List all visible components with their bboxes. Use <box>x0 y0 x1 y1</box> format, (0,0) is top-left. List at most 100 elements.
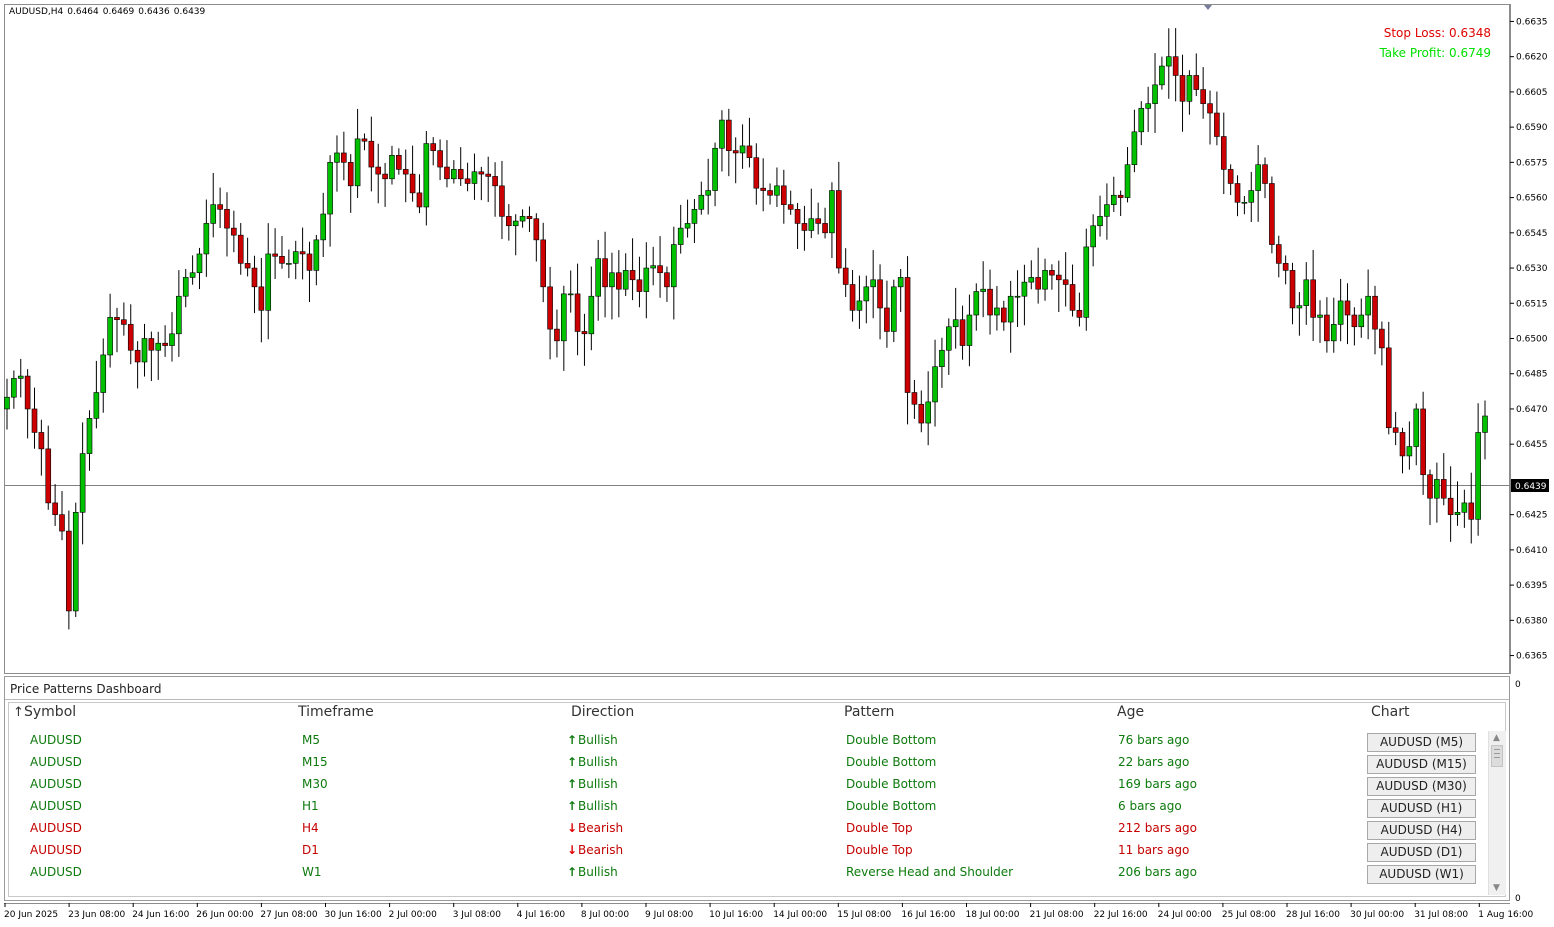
row-direction-label: Bearish <box>578 843 624 857</box>
bull-candle <box>1138 108 1145 133</box>
header-chart[interactable]: Chart <box>1371 704 1410 720</box>
dashboard-scrollbar[interactable]: ▲ ▼ <box>1488 731 1506 895</box>
price-tick-label: 0.6635 <box>1516 17 1548 27</box>
bull-candle <box>519 216 526 222</box>
bear-candle <box>457 169 464 180</box>
bear-candle <box>1310 279 1316 318</box>
row-age: 22 bars ago <box>1118 755 1190 769</box>
bear-candle <box>121 319 127 325</box>
bear-candle <box>506 216 512 227</box>
ohlc-open: 0.6464 <box>67 7 99 17</box>
bear-candle <box>836 190 842 269</box>
bear-candle <box>24 375 31 410</box>
chart-frame <box>4 4 1510 674</box>
open-chart-button[interactable]: AUDUSD (M15) <box>1367 755 1476 774</box>
bear-candle <box>382 173 388 180</box>
scroll-thumb[interactable] <box>1491 745 1503 767</box>
bear-candle <box>1193 75 1200 90</box>
price-tick-label: 0.6365 <box>1516 652 1548 662</box>
bear-candle <box>237 234 244 264</box>
row-symbol: AUDUSD <box>30 733 82 747</box>
bull-candle <box>11 378 17 398</box>
bull-candle <box>327 162 333 215</box>
indicator-axis-top: 0 <box>1515 680 1521 690</box>
bear-candle <box>1000 307 1007 323</box>
chart-shift-icon[interactable] <box>1204 5 1212 10</box>
bear-candle <box>478 171 485 175</box>
bull-candle <box>1296 305 1303 309</box>
bull-candle <box>609 272 615 288</box>
bull-candle <box>643 267 650 292</box>
bear-candle <box>224 209 230 229</box>
open-chart-button[interactable]: AUDUSD (M5) <box>1367 733 1476 752</box>
row-timeframe: M5 <box>302 733 320 747</box>
bear-candle <box>499 185 505 217</box>
symbol-timeframe: AUDUSD,H4 <box>9 7 64 17</box>
row-direction-label: Bullish <box>578 755 618 769</box>
bear-candle <box>1447 497 1454 515</box>
bull-candle <box>1475 432 1481 520</box>
bear-candle <box>279 255 285 264</box>
bull-candle <box>1406 446 1413 457</box>
open-chart-button[interactable]: AUDUSD (H4) <box>1367 821 1476 840</box>
arrow-up-icon: ↑ <box>567 799 578 813</box>
open-chart-button[interactable]: AUDUSD (H1) <box>1367 799 1476 818</box>
bull-candle <box>189 272 196 278</box>
open-chart-button[interactable]: AUDUSD (M30) <box>1367 777 1476 796</box>
row-pattern: Double Bottom <box>846 755 937 769</box>
bear-candle <box>526 216 533 220</box>
bear-candle <box>464 178 471 184</box>
bull-candle <box>1303 279 1310 306</box>
bear-candle <box>1372 295 1378 330</box>
bear-candle <box>616 272 622 290</box>
bear-candle <box>485 173 492 177</box>
bear-candle <box>375 166 382 175</box>
bear-candle <box>1344 300 1351 316</box>
bull-candle <box>155 342 162 351</box>
time-tick-label: 2 Jul 00:00 <box>389 910 438 920</box>
header-timeframe[interactable]: Timeframe <box>298 704 374 720</box>
bear-candle <box>732 150 739 154</box>
bull-candle <box>107 317 113 356</box>
scroll-up-icon[interactable]: ▲ <box>1493 733 1500 743</box>
bull-candle <box>1358 314 1365 328</box>
header-direction[interactable]: Direction <box>571 704 635 720</box>
bear-candle <box>1427 474 1433 499</box>
bear-candle <box>842 267 849 285</box>
time-tick-label: 24 Jul 00:00 <box>1158 910 1212 920</box>
row-symbol: AUDUSD <box>30 843 82 857</box>
bull-candle <box>1186 75 1193 102</box>
header-age[interactable]: Age <box>1117 704 1145 720</box>
bear-candle <box>664 272 670 288</box>
row-direction-label: Bullish <box>578 799 618 813</box>
time-tick-label: 22 Jul 16:00 <box>1094 910 1148 920</box>
row-age: 212 bars ago <box>1118 821 1198 835</box>
current-price-label: 0.6439 <box>1515 482 1547 492</box>
scroll-down-icon[interactable]: ▼ <box>1493 883 1500 893</box>
bull-candle <box>712 147 718 191</box>
bull-candle <box>1083 246 1090 318</box>
bull-candle <box>79 453 86 513</box>
bear-candle <box>430 143 437 151</box>
open-chart-button[interactable]: AUDUSD (W1) <box>1367 865 1476 884</box>
price-tick-label: 0.6620 <box>1516 53 1548 63</box>
price-tick-label: 0.6485 <box>1516 370 1548 380</box>
bull-candle <box>966 314 973 346</box>
bear-candle <box>1385 347 1392 429</box>
arrow-down-icon: ↓ <box>567 821 578 835</box>
bull-candle <box>176 295 182 335</box>
ohlc-close: 0.6439 <box>173 7 206 17</box>
bear-candle <box>801 223 808 231</box>
bull-candle <box>1159 65 1165 86</box>
header-pattern[interactable]: Pattern <box>844 704 895 720</box>
bear-candle <box>1214 112 1220 137</box>
bull-candle <box>774 185 780 196</box>
bear-candle <box>959 319 966 346</box>
time-tick-label: 9 Jul 08:00 <box>645 910 694 920</box>
open-chart-button[interactable]: AUDUSD (D1) <box>1367 843 1476 862</box>
bear-candle <box>127 324 134 351</box>
bear-candle <box>746 145 753 158</box>
row-direction: ↑Bullish <box>567 733 618 747</box>
header-symbol[interactable]: ↑Symbol <box>13 704 77 720</box>
